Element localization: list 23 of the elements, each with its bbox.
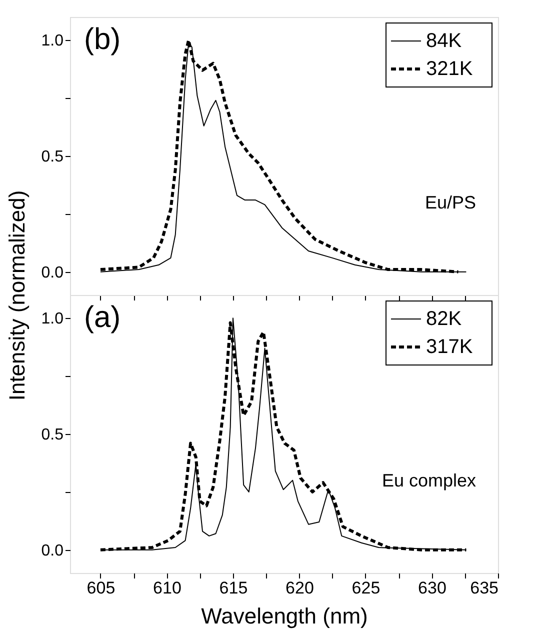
y-tick-label: 0.5 — [41, 426, 64, 444]
x-tick-label: 625 — [352, 578, 380, 598]
y-tick-label: 1.0 — [41, 310, 64, 328]
legend-label: 321K — [426, 58, 474, 80]
y-tick-label: 0.0 — [41, 542, 64, 560]
x-tick-label: 610 — [153, 578, 182, 598]
annotation: Eu complex — [382, 470, 476, 490]
annotation: Eu/PS — [424, 192, 476, 212]
chart-title: (b) — [84, 23, 121, 56]
x-axis-title: Wavelength (nm) — [201, 604, 368, 628]
legend-label: 317K — [426, 336, 474, 358]
y-tick-label: 0.5 — [41, 148, 64, 166]
x-tick-label: 620 — [286, 578, 314, 598]
y-tick-label: 0.0 — [41, 264, 64, 282]
x-tick-label: 630 — [418, 578, 446, 598]
x-tick-label: 615 — [219, 578, 248, 598]
legend-label: 82K — [426, 308, 462, 330]
chart-title: (a) — [84, 301, 121, 334]
y-tick-label: 1.0 — [41, 32, 64, 50]
y-axis-title: Intensity (normalized) — [4, 190, 30, 401]
legend-label: 84K — [426, 30, 462, 52]
x-tick-label: 635 — [470, 578, 498, 598]
x-tick-label: 605 — [86, 578, 116, 598]
